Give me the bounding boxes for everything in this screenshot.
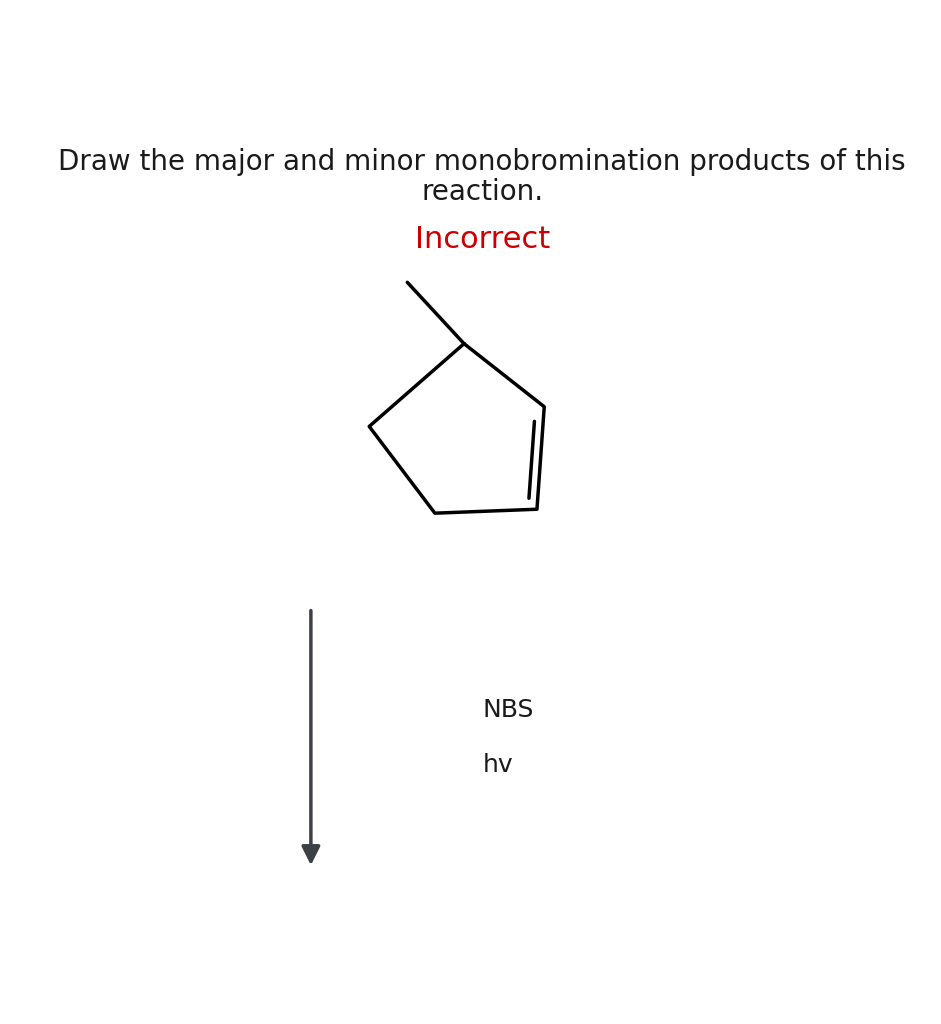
Text: Draw the major and minor monobromination products of this: Draw the major and minor monobromination… xyxy=(58,148,906,176)
Text: reaction.: reaction. xyxy=(422,178,543,206)
Text: NBS: NBS xyxy=(482,698,534,722)
Text: hv: hv xyxy=(482,754,513,777)
Text: Incorrect: Incorrect xyxy=(415,225,550,254)
